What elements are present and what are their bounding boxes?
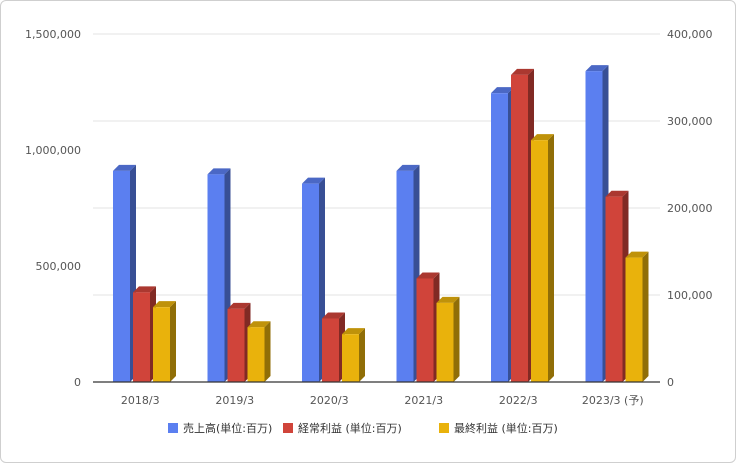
bar-net-profit xyxy=(153,301,176,382)
bar-top-face xyxy=(247,321,271,328)
bar-top-face xyxy=(605,190,629,197)
bar-top-face xyxy=(436,296,460,303)
bar-ordinary-profit xyxy=(322,312,345,382)
bar-front-face xyxy=(227,308,245,382)
right-axis-tick-label: 100,000 xyxy=(667,289,713,302)
bar-top-face xyxy=(396,164,420,171)
bar-ordinary-profit xyxy=(133,286,156,382)
legend: 売上高(単位:百万) 経常利益 (単位:百万) 最終利益 (単位:百万) xyxy=(168,421,558,435)
left-axis-tick-label: 500,000 xyxy=(36,260,82,273)
bar-top-face xyxy=(491,87,514,94)
bar-top-face xyxy=(342,328,365,335)
bar-ordinary-profit xyxy=(605,190,629,382)
right-axis-tick-label: 200,000 xyxy=(667,202,713,215)
bar-ordinary-profit xyxy=(227,302,251,382)
bar-front-face xyxy=(322,318,339,382)
bar-net-profit xyxy=(625,251,649,382)
bar-front-face xyxy=(416,278,434,382)
bar-sales xyxy=(585,65,609,383)
bar-front-face xyxy=(625,257,643,382)
legend-item: 経常利益 (単位:百万) xyxy=(283,421,402,435)
bar-net-profit xyxy=(531,134,554,382)
bar-top-face xyxy=(227,302,251,309)
category-label: 2018/3 xyxy=(121,394,160,407)
bar-sales xyxy=(302,177,325,382)
legend-label: 最終利益 (単位:百万) xyxy=(454,421,558,435)
category-label: 2022/3 xyxy=(499,394,538,407)
category-label: 2020/3 xyxy=(310,394,349,407)
bar-top-face xyxy=(302,177,325,184)
legend-swatch xyxy=(168,423,178,433)
bar-side-face xyxy=(264,321,271,382)
legend-item: 売上高(単位:百万) xyxy=(168,421,272,435)
bar-net-profit xyxy=(342,328,365,382)
bars xyxy=(113,65,649,383)
bar-front-face xyxy=(247,327,265,382)
category-label: 2019/3 xyxy=(215,394,254,407)
category-label: 2023/3 (予) xyxy=(582,394,644,407)
bar-top-face xyxy=(322,312,345,319)
bar-top-face xyxy=(207,168,231,175)
bar-front-face xyxy=(511,74,528,382)
legend-swatch xyxy=(283,423,293,433)
bar-front-face xyxy=(133,292,150,382)
left-axis-tick-label: 1,500,000 xyxy=(25,28,81,41)
bar-front-face xyxy=(605,196,623,382)
bar-net-profit xyxy=(436,296,460,382)
bar-top-face xyxy=(511,68,534,75)
bar-side-face xyxy=(642,251,649,382)
bar-side-face xyxy=(548,134,554,382)
left-axis-tick-label: 0 xyxy=(74,376,81,389)
category-label: 2021/3 xyxy=(404,394,443,407)
bar-front-face xyxy=(396,170,414,382)
bar-front-face xyxy=(585,71,603,383)
left-axis-tick-label: 1,000,000 xyxy=(25,144,81,157)
bar-sales xyxy=(491,87,514,382)
bar-sales xyxy=(113,164,136,382)
bar-front-face xyxy=(436,302,454,382)
bar-front-face xyxy=(302,183,319,382)
bar-side-face xyxy=(453,296,460,382)
bar-front-face xyxy=(491,93,508,382)
bar-ordinary-profit xyxy=(416,272,440,382)
bar-sales xyxy=(396,164,420,382)
bar-top-face xyxy=(153,301,176,308)
legend-label: 経常利益 (単位:百万) xyxy=(298,421,402,435)
legend-item: 最終利益 (単位:百万) xyxy=(439,421,558,435)
bar-front-face xyxy=(113,170,130,382)
bar-front-face xyxy=(207,174,225,382)
legend-label: 売上高(単位:百万) xyxy=(183,421,272,435)
bar-front-face xyxy=(153,307,170,382)
bar-side-face xyxy=(359,328,365,382)
right-axis-tick-label: 0 xyxy=(667,376,674,389)
bar-front-face xyxy=(531,140,548,382)
bar-top-face xyxy=(113,164,136,171)
bar-side-face xyxy=(170,301,176,382)
bar-sales xyxy=(207,168,231,382)
legend-swatch xyxy=(439,423,449,433)
bar-top-face xyxy=(585,65,609,72)
bar-ordinary-profit xyxy=(511,68,534,382)
bar-net-profit xyxy=(247,321,271,382)
bar-top-face xyxy=(416,272,440,279)
bar-front-face xyxy=(342,334,359,382)
bar-top-face xyxy=(133,286,156,293)
bar-top-face xyxy=(531,134,554,141)
gridlines xyxy=(93,33,660,296)
bar-top-face xyxy=(625,251,649,258)
right-axis-tick-label: 300,000 xyxy=(667,115,713,128)
right-axis-tick-label: 400,000 xyxy=(667,28,713,41)
